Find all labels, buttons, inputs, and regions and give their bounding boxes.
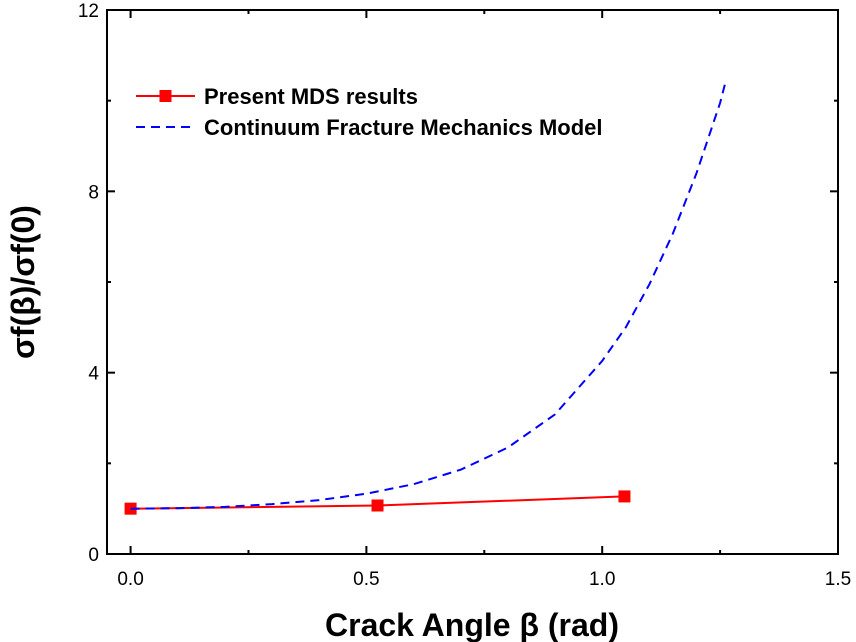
- x-tick-label: 1.0: [589, 569, 615, 590]
- y-tick-label: 8: [88, 182, 99, 203]
- legend: Present MDS results Continuum Fracture Me…: [136, 84, 603, 140]
- legend-marker-1: [159, 90, 172, 102]
- plot-area: [124, 84, 726, 515]
- y-tick-label: 0: [88, 545, 99, 566]
- axes: 0.0 0.5 1.0 1.5 0 4 8 12: [78, 1, 851, 590]
- x-tick-label: 0.0: [117, 569, 143, 590]
- legend-label-2: Continuum Fracture Mechanics Model: [204, 115, 603, 140]
- legend-label-1: Present MDS results: [204, 84, 418, 109]
- series-line-2: [130, 84, 726, 510]
- y-axis-label: σf(β)/σf(0): [5, 205, 41, 359]
- x-tick-label: 0.5: [353, 569, 379, 590]
- x-axis-label: Crack Angle β (rad): [325, 607, 619, 642]
- data-point: [124, 502, 137, 515]
- x-tick-label: 1.5: [825, 569, 851, 590]
- data-point: [371, 499, 384, 512]
- y-tick-label: 12: [78, 1, 99, 22]
- data-point: [618, 490, 631, 503]
- y-tick-label: 4: [88, 364, 99, 385]
